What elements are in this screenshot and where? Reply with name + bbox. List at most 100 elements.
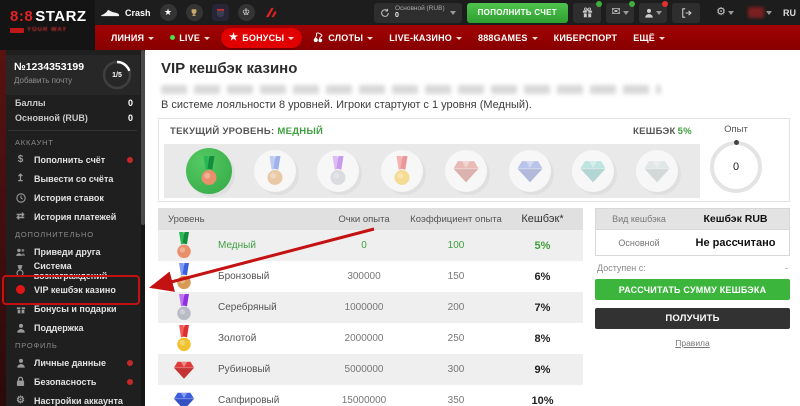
experience-label: Опыт [724,124,748,135]
nav-item-live[interactable]: LIVE [162,25,218,50]
sidebar-item-label: Поддержка [34,322,84,333]
language-label[interactable]: RU [783,7,796,18]
sidebar-item-account-settings[interactable]: ⚙ Настройки аккаунта [0,391,145,406]
sidebar-item-support[interactable]: Поддержка [0,318,145,337]
champions-league-icon[interactable]: ★ [159,4,177,21]
chevron-down-icon [622,10,629,15]
balance-account: Основной (RUB) [394,5,445,13]
add-email-link[interactable]: Добавить почту [14,76,73,85]
level-xp: 2000000 [344,333,384,344]
nav-item-slots[interactable]: СЛОТЫ [305,25,381,50]
nav-item-more[interactable]: ЕЩЁ [625,25,673,50]
epl-icon[interactable]: ♔ [237,4,255,21]
nav-item-label: LIVE [179,32,201,43]
sidebar-item-deposit[interactable]: $ Пополнить счёт [0,150,145,169]
balance-selector[interactable]: Основной (RUB) 0 [373,2,462,23]
get-cashback-button[interactable]: ПОЛУЧИТЬ [595,308,790,329]
sidebar-item-withdraw[interactable]: ↥ Вывести со счёта [0,169,145,188]
person-icon [15,358,26,368]
nav-item-esports[interactable]: КИБЕРСПОРТ [546,25,626,50]
messages-button[interactable]: ✉ [606,0,635,23]
table-row-6: Сапфировый 15000000 350 10% [158,385,583,406]
star-icon: ★ [229,31,239,43]
level-name: Серебряный [218,302,277,313]
sidebar-item-bet-history[interactable]: История ставок [0,188,145,207]
laliga-icon[interactable] [264,6,277,19]
sidebar-item-payment-history[interactable]: ⇄ История платежей [0,207,145,226]
gift-button[interactable] [573,0,602,23]
logout-icon [681,7,692,18]
nav-item-888games[interactable]: 888GAMES [470,25,546,50]
sidebar-sections: АККАУНТ $ Пополнить счёт ↥ Вывести со счёта И… [0,135,145,406]
cherry-icon [314,32,323,43]
level-badge-8 [636,150,679,192]
sidebar-item-label: Настройки аккаунта [34,395,123,406]
balance-label: Баллы [15,97,46,108]
calculate-cashback-button[interactable]: РАССЧИТАТЬ СУММУ КЕШБЭКА [595,279,790,300]
col-level: Уровень [168,213,205,225]
sidebar-item-bonuses-gifts[interactable]: Бонусы и подарки [0,299,145,318]
crash-game-link[interactable]: Crash [100,7,151,18]
chevron-down-icon [456,36,463,40]
chevron-down-icon [727,10,734,15]
odds-format-selector[interactable] [744,3,776,23]
chevron-down-icon [531,36,538,40]
sidebar-item-vip-cashback[interactable]: VIP кешбэк казино [0,280,145,299]
nav-item-bonuses[interactable]: ★ БОНУСЫ [221,27,303,48]
chevron-down-icon [656,10,662,15]
settings-button[interactable]: ⚙ [711,3,739,23]
live-dot-icon [170,35,176,40]
gear-icon: ⚙ [16,394,25,406]
header-controls: Основной (RUB) 0 ПОПОЛНИТЬ СЧЕТ ✉ ⚙ R [373,0,796,23]
clock-icon [15,192,26,203]
level-cashback: 8% [534,332,551,345]
sidebar-item-security[interactable]: Безопасность [0,372,145,391]
current-level-label: ТЕКУЩИЙ УРОВЕНЬ: МЕДНЫЙ [170,126,324,137]
chevron-down-icon [659,36,666,40]
premier-liga-icon[interactable] [211,4,229,21]
logo[interactable]: 8:8 STARZ YOUR WAY [0,0,95,50]
sidebar-item-rewards-system[interactable]: Система вознаграждений [0,261,145,281]
chevron-down-icon [148,36,155,40]
level-badge-1 [185,148,232,194]
rules-link[interactable]: Правила [675,338,710,348]
col-xp: Очки опыта [338,213,390,225]
level-name: Рубиновый [218,364,271,375]
main-nav: ЛИНИЯ LIVE ★ БОНУСЫ СЛОТЫ LIVE-КАЗИНО 888GAMES… [95,25,800,50]
profile-button[interactable] [639,0,668,23]
level-coef: 350 [447,395,465,406]
sidebar-item-label: Безопасность [34,376,97,387]
available-from-value: - [785,263,788,273]
logo-text: 8:8 STARZ [10,8,87,25]
nav-item-line[interactable]: ЛИНИЯ [103,25,162,50]
level-coef: 100 [447,240,465,251]
notification-dot [662,0,668,7]
sidebar-scrollbar[interactable] [141,50,145,406]
person-icon [645,8,653,18]
sidebar-item-refer-friend[interactable]: Приведи друга [0,242,145,261]
sidebar-item-label: История платежей [34,211,117,222]
europa-league-icon[interactable] [185,4,203,21]
table-row-5: Рубиновый 5000000 300 9% [158,354,583,385]
cashback-account-value: Не рассчитано [695,236,776,249]
level-name: Медный [218,240,256,251]
nav-item-live-casino[interactable]: LIVE-КАЗИНО [381,25,470,50]
sidebar-item-label: Личные данные [34,357,106,368]
blurred-flag-icon [748,7,764,18]
cashback-account-row: Основной Не рассчитано [595,230,790,256]
sidebar-section-title: ПРОФИЛЬ [15,341,58,350]
balance-row: Баллы 0 [0,95,145,110]
nav-item-label: 888GAMES [478,32,528,43]
profile-block: №1234353199 Добавить почту 1/5 [6,55,140,95]
cashback-value: 5% [677,126,692,137]
level-coef: 150 [447,271,465,282]
nav-item-label: LIVE-КАЗИНО [389,32,453,43]
experience-ring: 0 [710,140,762,193]
deposit-button[interactable]: ПОПОЛНИТЬ СЧЕТ [466,2,568,23]
sidebar-item-personal-data[interactable]: Личные данные [0,353,145,372]
table-row-3: Серебряный 1000000 200 7% [158,292,583,323]
crash-label: Crash [125,7,151,18]
logout-button[interactable] [672,2,700,23]
level-xp: 300000 [347,271,381,282]
